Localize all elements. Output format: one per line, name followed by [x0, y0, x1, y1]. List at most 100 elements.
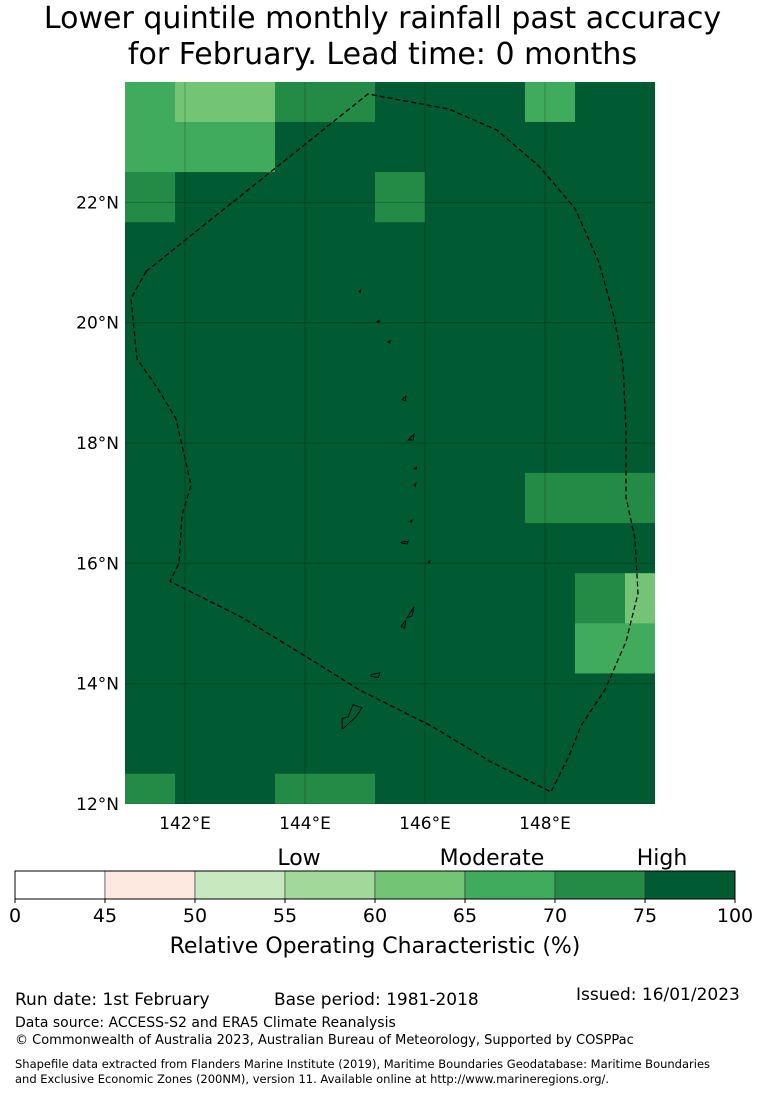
grid-cell	[575, 121, 626, 173]
grid-cell	[175, 121, 226, 173]
colorbar-label-high: High	[637, 846, 688, 871]
grid-cell	[625, 372, 655, 424]
grid-cell	[725, 272, 765, 323]
latitude-tick-label: 16°N	[76, 554, 119, 574]
grid-cell	[575, 272, 626, 324]
colorbar-tick-label: 100	[717, 905, 753, 927]
grid-cell	[575, 322, 626, 374]
grid-cell	[575, 22, 626, 73]
grid-cell	[175, 623, 226, 675]
grid-cell	[125, 673, 176, 725]
grid-cell	[525, 673, 576, 725]
grid-cell	[375, 673, 426, 725]
grid-cell	[125, 422, 176, 474]
grid-cell	[375, 0, 426, 22]
grid-cell	[225, 623, 276, 675]
map-graticule	[125, 82, 655, 804]
grid-cell	[425, 723, 476, 775]
colorbar-swatch	[464, 870, 556, 900]
grid-cell	[425, 322, 476, 374]
grid-cell	[225, 0, 276, 22]
island-outline	[376, 319, 381, 324]
grid-cell	[125, 773, 176, 804]
map-title-line-1: Lower quintile monthly rainfall past acc…	[43, 1, 722, 36]
grid-cell	[325, 372, 376, 424]
colorbar-tick-label: 0	[9, 905, 21, 927]
grid-cell	[575, 673, 626, 725]
grid-cell	[525, 82, 576, 123]
grid-cell	[225, 82, 276, 123]
grid-cell	[375, 723, 426, 775]
grid-cell	[325, 472, 376, 524]
grid-cell	[575, 0, 626, 22]
grid-cell	[325, 82, 376, 123]
map-panel	[125, 0, 765, 825]
grid-cell	[125, 222, 176, 273]
grid-cell	[525, 322, 576, 374]
grid-cell	[625, 272, 655, 324]
grid-cell	[675, 172, 726, 223]
grid-cell	[425, 573, 476, 624]
grid-cell	[675, 573, 726, 624]
grid-cell	[625, 82, 655, 123]
latitude-tick-label: 14°N	[76, 675, 119, 695]
grid-cell	[425, 121, 476, 173]
island-outline	[341, 704, 363, 730]
grid-cell	[525, 372, 576, 424]
grid-cell	[475, 121, 526, 173]
grid-cell	[425, 422, 476, 474]
colorbar-swatch	[644, 870, 736, 900]
grid-cell	[525, 121, 576, 173]
colorbar-tick-labels: 0 45 50 55 60 65 70 75 100	[9, 899, 753, 927]
grid-cell	[225, 723, 276, 775]
grid-cell	[275, 573, 326, 624]
grid-cell	[125, 322, 176, 374]
grid-cell	[425, 22, 476, 73]
island-outline	[358, 289, 362, 294]
colorbar-category-labels: Low Moderate High	[277, 846, 687, 871]
grid-cell	[675, 122, 726, 173]
grid-cell	[575, 82, 626, 123]
grid-cell	[475, 372, 526, 424]
grid-cell	[625, 623, 655, 675]
grid-cell	[575, 773, 626, 804]
grid-cell	[375, 272, 426, 324]
grid-cell	[475, 22, 526, 73]
island-outline	[405, 606, 415, 619]
grid-cell	[675, 623, 726, 674]
grid-cell	[325, 773, 376, 804]
grid-cell	[225, 121, 276, 173]
grid-cell	[675, 774, 726, 825]
grid-cell	[325, 723, 376, 775]
grid-cell	[725, 373, 765, 424]
grid-cell	[225, 472, 276, 524]
island-outline	[386, 339, 391, 344]
grid-cell	[725, 523, 765, 574]
grid-cell	[175, 222, 226, 273]
grid-cell	[675, 322, 726, 373]
grid-cell	[475, 172, 526, 223]
grid-cell	[575, 372, 626, 424]
grid-cell	[225, 222, 276, 273]
grid-cell	[675, 222, 726, 273]
grid-cell	[675, 673, 726, 724]
grid-cell	[575, 623, 626, 675]
grid-cell	[575, 523, 626, 574]
grid-cell	[725, 72, 765, 123]
grid-cell	[375, 773, 426, 804]
grid-cell	[275, 523, 326, 574]
grid-cell	[125, 523, 176, 574]
grid-cell	[175, 422, 226, 474]
grid-cell	[375, 422, 426, 474]
grid-cell	[175, 472, 226, 524]
grid-cell	[175, 573, 226, 624]
grid-cell	[325, 22, 376, 73]
grid-cell	[725, 423, 765, 474]
grid-cell	[175, 22, 226, 73]
grid-cell	[425, 172, 476, 223]
grid-cell	[675, 0, 726, 22]
grid-cell	[625, 573, 655, 624]
grid-cell	[675, 72, 726, 123]
grid-cell	[575, 472, 626, 524]
island-outline	[413, 466, 418, 471]
